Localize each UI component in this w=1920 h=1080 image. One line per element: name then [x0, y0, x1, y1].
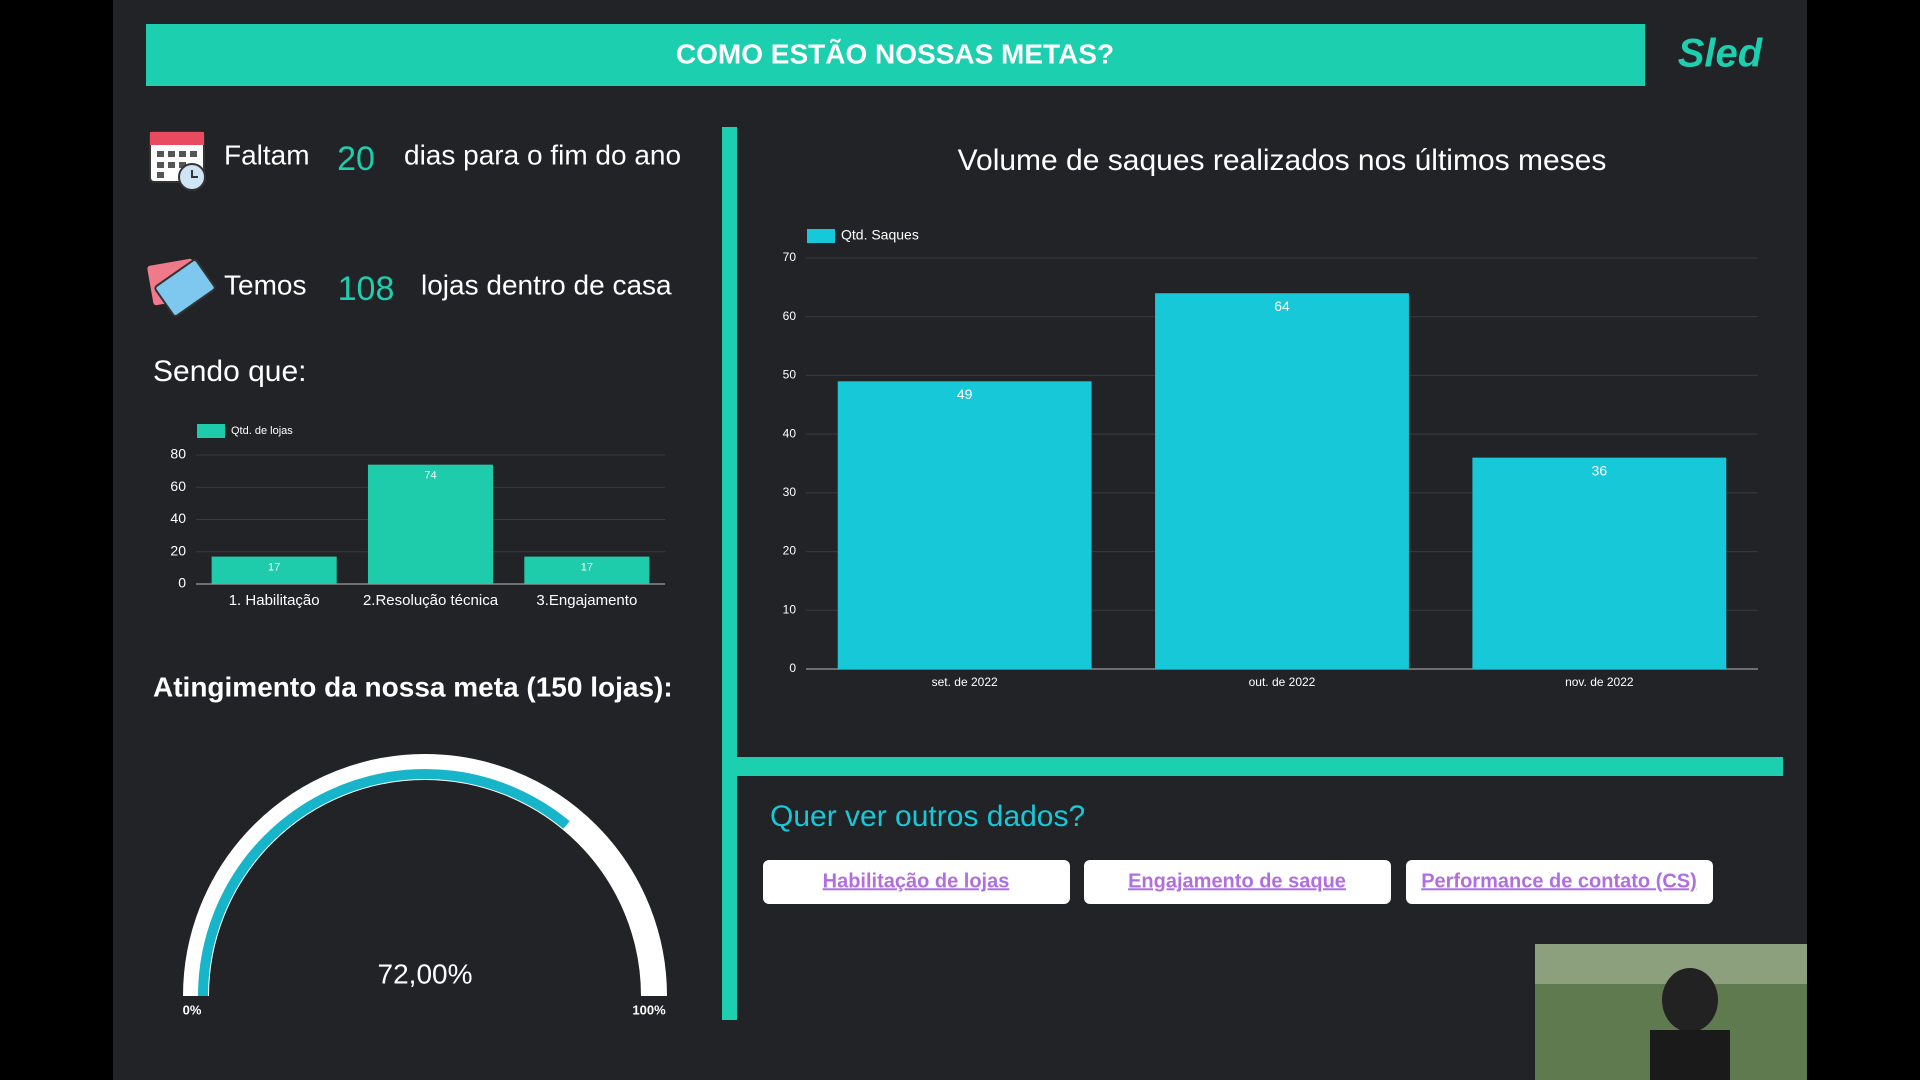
legend-swatch: [197, 424, 225, 438]
link-button[interactable]: Habilitação de lojas: [763, 860, 1070, 904]
button-bg: [1406, 860, 1713, 904]
x-tick-label: set. de 2022: [932, 675, 998, 689]
gauge-track: [183, 754, 667, 997]
x-tick-label: out. de 2022: [1249, 675, 1316, 689]
bar: [211, 556, 337, 584]
subheading: Sendo que:: [153, 355, 306, 388]
header-bar: [146, 24, 1645, 86]
value-label: 64: [1274, 298, 1290, 314]
webcam-player: [1662, 968, 1718, 1032]
vertical-divider: [722, 127, 737, 1020]
links-heading: Quer ver outros dados?: [770, 800, 1085, 833]
y-tick-label: 40: [783, 426, 797, 440]
stat-suffix: dias para o fim do ano: [404, 139, 681, 170]
legend-label: Qtd. Saques: [841, 227, 919, 243]
x-tick-label: 1. Habilitação: [229, 592, 320, 609]
webcam-player-body: [1650, 1030, 1730, 1080]
x-tick-label: 3.Engajamento: [536, 592, 637, 609]
button-bg: [1084, 860, 1391, 904]
bar: [524, 556, 650, 584]
y-tick-label: 80: [170, 446, 186, 462]
y-tick-label: 70: [783, 250, 797, 264]
y-tick-label: 60: [783, 309, 797, 323]
button-label[interactable]: Performance de contato (CS): [1421, 870, 1697, 892]
bar: [367, 464, 494, 584]
gauge-heading: Atingimento da nossa meta (150 lojas):: [153, 671, 673, 702]
gauge-value-label: 72,00%: [378, 958, 473, 989]
value-label: 36: [1592, 462, 1608, 478]
bar: [837, 381, 1092, 669]
y-tick-label: 60: [170, 478, 186, 494]
y-tick-label: 0: [789, 661, 796, 675]
horizontal-divider: [737, 757, 1783, 776]
y-tick-label: 30: [783, 485, 797, 499]
stat-prefix: Faltam: [224, 139, 310, 170]
sale-icon: [147, 258, 216, 317]
chart-title: Volume de saques realizados nos últimos …: [958, 144, 1607, 177]
y-tick-label: 0: [178, 575, 186, 591]
value-label: 17: [268, 561, 280, 573]
value-label: 17: [581, 561, 593, 573]
legend-swatch: [807, 229, 835, 243]
gauge-value-arc: [198, 769, 570, 997]
stat-prefix: Temos: [224, 269, 306, 300]
y-tick-label: 20: [783, 544, 797, 558]
button-bg: [763, 860, 1070, 904]
stat-number: 20: [337, 140, 375, 178]
y-tick-label: 40: [170, 510, 186, 526]
logo: Sled: [1678, 32, 1764, 76]
button-label[interactable]: Engajamento de saque: [1128, 870, 1346, 892]
header-title: COMO ESTÃO NOSSAS METAS?: [676, 38, 1114, 69]
value-label: 49: [957, 386, 973, 402]
bar: [1472, 457, 1727, 669]
button-label[interactable]: Habilitação de lojas: [823, 870, 1010, 892]
gauge-max-label: 100%: [632, 1002, 666, 1017]
calendar-icon: [149, 131, 206, 191]
x-tick-label: 2.Resolução técnica: [363, 592, 499, 609]
link-button[interactable]: Performance de contato (CS): [1406, 860, 1713, 904]
y-tick-label: 10: [783, 602, 797, 616]
bar: [1155, 293, 1409, 669]
stat-suffix: lojas dentro de casa: [421, 269, 672, 300]
y-tick-label: 20: [170, 542, 186, 558]
link-button[interactable]: Engajamento de saque: [1084, 860, 1391, 904]
gauge-min-label: 0%: [183, 1002, 202, 1017]
legend-label: Qtd. de lojas: [231, 425, 293, 437]
value-label: 74: [424, 470, 436, 482]
x-tick-label: nov. de 2022: [1565, 675, 1634, 689]
stat-number: 108: [338, 270, 395, 308]
y-tick-label: 50: [783, 368, 797, 382]
